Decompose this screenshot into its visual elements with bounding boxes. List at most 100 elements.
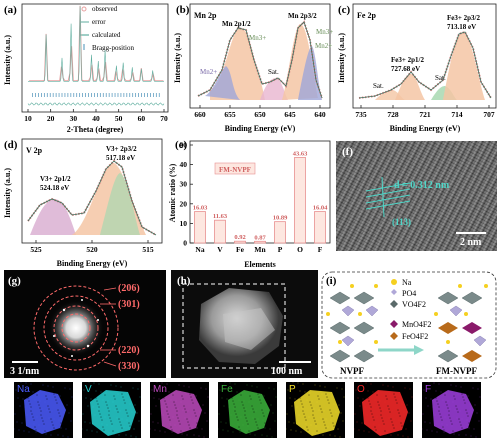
lattice-marker	[365, 176, 411, 218]
panel-i-legend: Na PO4 VO4F2 MnO4F2 FeO4F2	[390, 278, 431, 341]
bar-f	[314, 211, 326, 244]
xrd-pattern	[27, 5, 165, 106]
legend-calculated: calculated	[92, 31, 121, 39]
x-tick-label: 520	[86, 245, 98, 254]
panel-e-ylabel: Atomic ratio (%)	[168, 163, 177, 222]
category-label: Mn	[254, 245, 266, 254]
fe-sat-left: Sat.	[373, 82, 384, 90]
x-tick-label: 650	[254, 110, 266, 119]
v-2p32-value: 517.18 eV	[106, 154, 135, 162]
ring-220: (220)	[118, 345, 140, 356]
bar-value-label: 0.92	[234, 234, 245, 241]
x-tick-label: 721	[419, 110, 431, 119]
category-label: Na	[195, 245, 204, 254]
panel-h-scale: 100 nm	[271, 366, 303, 377]
panel-d-xlabel: Binding Energy (eV)	[57, 259, 128, 268]
x-tick-label: 525	[30, 245, 42, 254]
panel-f-label: (f)	[342, 146, 353, 158]
bar-o	[294, 157, 306, 244]
x-tick-label: 640	[314, 110, 326, 119]
panel-c: (c) Fe 2p Intensity (a.u.) Binding Energ…	[337, 3, 497, 133]
x-tick-label: 707	[483, 110, 495, 119]
x-tick-label: 728	[387, 110, 399, 119]
y-tick-label: 10	[180, 219, 188, 228]
legend-bragg: Bragg-position	[92, 44, 134, 52]
panel-d-annotations: V3+ 2p1/2 524.18 eV V3+ 2p3/2 517.18 eV	[40, 145, 137, 192]
v-2p12-label: V3+ 2p1/2	[40, 175, 71, 183]
eds-map-label: F	[425, 384, 432, 395]
panel-b-element: Mn 2p	[194, 11, 217, 20]
panel-d: (d) V 2p Intensity (a.u.) Binding Energy…	[3, 138, 163, 268]
eds-map-o: O	[354, 382, 413, 438]
mn-2p12-label: Mn 2p1/2	[222, 20, 251, 28]
bar-value-label: 16.03	[193, 205, 208, 212]
eds-map-na: Na	[14, 382, 73, 438]
panel-d-element: V 2p	[26, 146, 43, 155]
panel-b-label: (b)	[176, 4, 190, 16]
panel-g-scale: 3 1/nm	[10, 366, 40, 377]
panel-b-annotations: Mn 2p1/2 Mn 2p3/2 Mn3+ Mn2+ Mn3+ Mn2+ Sa…	[200, 12, 333, 76]
panel-i: (i) NVPF Na PO4 VO4F2 MnO4F2 FeO4F2	[321, 271, 497, 379]
x-tick-label: 50	[115, 114, 123, 123]
legend-error: error	[92, 18, 106, 26]
v-2p32-label: V3+ 2p3/2	[106, 145, 137, 153]
x-tick-label: 655	[224, 110, 236, 119]
fe-2p32-label: Fe3+ 2p3/2	[447, 14, 480, 22]
panel-e-y-ticks: 0 10 20 30 40 50	[180, 141, 193, 248]
eds-map-label: O	[357, 384, 365, 395]
bar-value-label: 43.63	[293, 150, 308, 157]
eds-map-f: F	[422, 382, 481, 438]
y-tick-label: 0	[183, 239, 187, 248]
x-tick-label: 10	[24, 114, 32, 123]
bar-value-label: 0.87	[254, 234, 266, 241]
bar-v	[214, 219, 226, 244]
panel-f-scale: 2 nm	[460, 237, 482, 248]
legend-po4: PO4	[402, 289, 416, 298]
panel-b-xlabel: Binding Energy (eV)	[225, 124, 296, 133]
x-tick-label: 70	[160, 114, 168, 123]
v-2p12-value: 524.18 eV	[40, 184, 69, 192]
panel-c-annotations: Fe3+ 2p1/2 727.68 eV Fe3+ 2p3/2 713.18 e…	[373, 14, 480, 90]
legend-mno4f2: MnO4F2	[402, 320, 431, 329]
eds-map-label: P	[289, 384, 296, 395]
panel-d-label: (d)	[4, 139, 18, 151]
legend-feo4f2: FeO4F2	[402, 332, 428, 341]
legend-na: Na	[402, 278, 412, 287]
category-label: F	[318, 245, 323, 254]
eds-map-label: V	[85, 384, 92, 395]
x-tick-label: 515	[142, 245, 154, 254]
mn-fit	[197, 20, 323, 100]
panel-h-haadf: (h) 100 nm	[171, 270, 318, 378]
panel-d-ylabel: Intensity (a.u.)	[3, 168, 12, 218]
panel-a-x-ticks: 10 20 30 40 50 60 70	[24, 109, 168, 123]
panel-g-label: (g)	[8, 275, 21, 287]
bar-mn	[254, 240, 266, 244]
x-tick-label: 645	[284, 110, 296, 119]
x-tick-label: 714	[451, 110, 463, 119]
mn2-label-right: Mn2+	[315, 42, 332, 50]
y-tick-label: 30	[180, 180, 188, 189]
bar-p	[274, 221, 286, 244]
mn3-label-left: Mn3+	[249, 34, 266, 42]
category-label: Fe	[236, 245, 245, 254]
mn2-label-left: Mn2+	[200, 68, 217, 76]
x-tick-label: 30	[70, 114, 78, 123]
panel-b: (b) Mn 2p Intensity (a.u.) Binding Energ…	[173, 3, 333, 133]
fe-2p12-label: Fe3+ 2p1/2	[391, 56, 424, 64]
legend-observed: observed	[92, 5, 118, 13]
panel-e-xlabel: Elements	[244, 260, 276, 269]
eds-map-p: P	[286, 382, 345, 438]
y-tick-label: 50	[180, 141, 188, 150]
nvpf-label: NVPF	[340, 366, 364, 376]
x-tick-label: 20	[47, 114, 55, 123]
eds-map-fe: Fe	[218, 382, 277, 438]
panel-e-label: (e)	[175, 139, 188, 151]
panel-a: (a) 10 20 30 40 50 60 70 2-Theta (degree) Inte…	[3, 3, 169, 134]
panel-h-label: (h)	[177, 275, 191, 287]
diffraction-rings	[33, 285, 119, 371]
panel-c-x-ticks: 735 728 721 714 707	[355, 105, 495, 119]
bar-fe	[234, 240, 246, 244]
panel-e: (e) Atomic ratio (%) Elements FM-NVPF 01…	[168, 139, 331, 269]
d-spacing-label: d = 0.312 nm	[394, 180, 450, 191]
panel-a-ylabel: Intensity (a.u.)	[3, 35, 12, 85]
